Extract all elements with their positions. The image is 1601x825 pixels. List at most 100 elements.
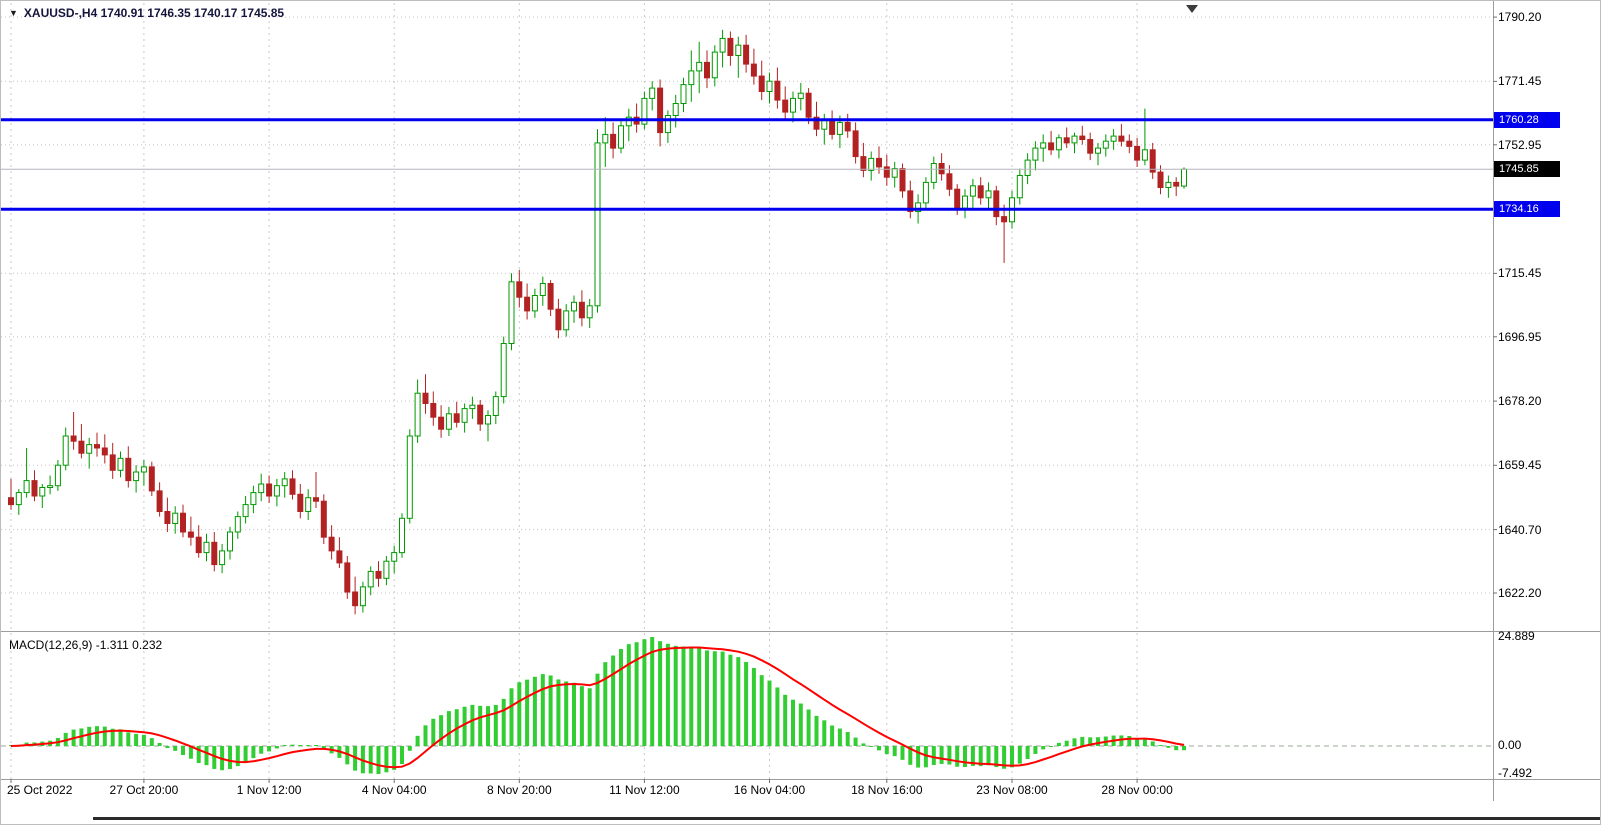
macd-histogram-bar: [837, 728, 842, 746]
candle-body: [1149, 149, 1156, 173]
macd-histogram-bar: [572, 682, 576, 746]
price-axis-label: 1771.45: [1498, 74, 1542, 89]
candle-body: [500, 343, 507, 398]
candle-body: [219, 550, 226, 566]
candle-body: [993, 190, 1000, 218]
macd-histogram-bar: [1010, 746, 1014, 768]
candle-body: [281, 478, 288, 487]
candle-body: [117, 457, 124, 471]
hline-price-tag[interactable]: 1734.16: [1494, 201, 1560, 218]
price-axis-label: 1715.45: [1498, 266, 1542, 281]
candle-body: [133, 471, 140, 482]
candle-body: [610, 133, 617, 149]
candle-body: [883, 166, 890, 178]
macd-histogram-bar: [658, 641, 663, 746]
candle-body: [1040, 142, 1047, 149]
candle-body: [1118, 135, 1125, 142]
macd-histogram-bar: [744, 661, 749, 746]
candle-body: [704, 61, 710, 79]
symbol-ohlc-text: XAUUSD-,H4 1740.91 1746.35 1740.17 1745.…: [23, 6, 285, 20]
candle-body: [531, 295, 538, 312]
macd-histogram-bar: [556, 679, 561, 746]
candle-body: [962, 195, 968, 209]
time-axis-label: 1 Nov 12:00: [236, 783, 302, 797]
macd-histogram-bar: [619, 649, 623, 746]
candle-body: [1055, 137, 1062, 151]
candle-body: [1087, 139, 1094, 154]
candle-body: [1071, 135, 1078, 144]
candle-body: [563, 310, 570, 331]
candle-body: [1181, 168, 1187, 187]
price-axis-label: 1659.45: [1498, 458, 1542, 473]
macd-axis-label: 24.889: [1498, 629, 1535, 643]
macd-histogram-bar: [611, 655, 616, 746]
price-axis-label: 1678.20: [1498, 394, 1542, 409]
macd-histogram-bar: [243, 746, 248, 763]
macd-histogram-bar: [728, 654, 733, 746]
candle-body: [1063, 137, 1070, 144]
macd-histogram-bar: [1025, 746, 1030, 760]
macd-histogram-bar: [407, 746, 412, 751]
macd-histogram-bar: [306, 745, 311, 746]
candle-body: [250, 492, 257, 506]
macd-histogram-bar: [916, 746, 921, 768]
macd-histogram-bar: [149, 738, 154, 746]
macd-histogram-bar: [1033, 746, 1038, 754]
macd-histogram-bar: [892, 746, 897, 757]
candle-body: [344, 562, 351, 593]
candle-body: [586, 305, 593, 319]
macd-histogram-bar: [994, 746, 999, 768]
macd-histogram-bar: [923, 746, 928, 768]
candle-body: [524, 296, 531, 312]
candle-body: [813, 116, 820, 130]
chart-symbol-header: ▼ XAUUSD-,H4 1740.91 1746.35 1740.17 174…: [9, 6, 284, 20]
candle-body: [54, 464, 61, 487]
time-axis-label: 23 Nov 08:00: [976, 783, 1048, 797]
macd-histogram-bar: [431, 718, 436, 746]
macd-histogram-bar: [1017, 746, 1022, 764]
candle-body: [31, 480, 38, 497]
candle-body: [266, 483, 273, 497]
candle-body: [1141, 149, 1148, 161]
macd-histogram-bar: [595, 673, 600, 746]
macd-axis-label: 0.00: [1498, 738, 1522, 752]
hline-price-tag[interactable]: 1760.28: [1494, 111, 1560, 128]
candle-body: [422, 392, 429, 405]
macd-histogram-bar: [1096, 737, 1100, 746]
candle-body: [868, 157, 875, 171]
macd-histogram-bar: [509, 688, 514, 746]
candle-body: [125, 457, 132, 482]
candle-body: [946, 173, 953, 190]
candle-body: [164, 511, 171, 524]
macd-histogram-bar: [1135, 737, 1140, 746]
macd-histogram-bar: [1174, 746, 1179, 751]
macd-histogram-bar: [603, 662, 608, 746]
macd-histogram-bar: [1002, 746, 1007, 769]
candle-body: [406, 435, 413, 519]
macd-signal-line: [10, 646, 1185, 769]
macd-histogram-bar: [650, 637, 655, 746]
candle-body: [313, 497, 319, 502]
quick-menu-icon[interactable]: ▼: [9, 8, 18, 18]
macd-histogram-bar: [1041, 746, 1046, 750]
macd-histogram-bar: [446, 711, 451, 746]
candle-body: [1001, 216, 1008, 223]
candle-body: [852, 130, 859, 158]
macd-histogram-bar: [1127, 736, 1132, 746]
macd-histogram-bar: [642, 639, 647, 746]
macd-histogram-bar: [783, 694, 788, 746]
chart-shift-marker[interactable]: [1186, 5, 1198, 13]
macd-histogram-bar: [204, 746, 209, 766]
macd-histogram-bar: [822, 720, 827, 746]
macd-histogram-bar: [1119, 735, 1124, 746]
macd-histogram-bar: [814, 715, 819, 746]
macd-histogram-bar: [877, 746, 881, 751]
macd-histogram-bar: [95, 726, 99, 746]
macd-histogram-bar: [87, 726, 92, 746]
candle-body: [328, 536, 335, 552]
macd-indicator-label: MACD(12,26,9) -1.311 0.232: [9, 638, 163, 652]
macd-histogram-bar: [1056, 742, 1061, 746]
candle-body: [289, 478, 296, 495]
macd-histogram-bar: [712, 651, 717, 746]
